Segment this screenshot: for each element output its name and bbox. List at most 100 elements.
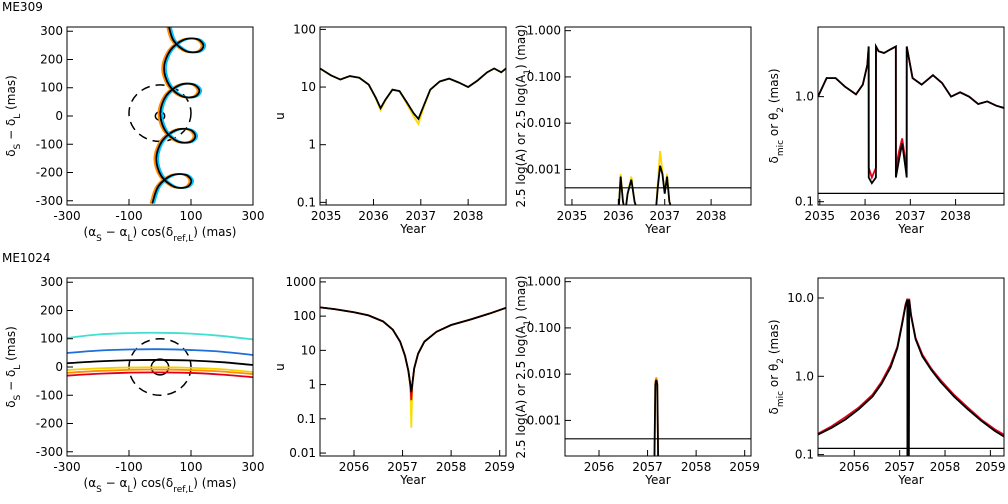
x-tick-label: 300: [242, 209, 265, 223]
y-tick-label: 0.001: [527, 162, 561, 176]
y-axis-label-part: δ: [767, 407, 781, 414]
plot-area: [128, 27, 207, 204]
y-axis-label-part: mic: [776, 140, 786, 156]
y-axis-label-part: 2: [776, 358, 786, 364]
x-tick-label: 2056: [839, 460, 870, 474]
x-tick-label: 2035: [557, 209, 588, 223]
y-axis-label: 2.5 log(A) or 2.5 log(A1) (mag): [514, 24, 533, 207]
y-axis-label-part: L: [13, 365, 23, 370]
x-tick-label: 2056: [339, 460, 370, 474]
axes-frame: [564, 277, 752, 457]
y-tick-label: 0.01: [289, 446, 316, 460]
y-tick-label: -300: [36, 445, 63, 459]
plot-area: [818, 298, 1004, 456]
y-tick-label: 0.001: [527, 413, 561, 427]
series-line: [67, 348, 253, 356]
y-tick-label: 200: [40, 303, 63, 317]
y-tick-label: 1000: [285, 275, 316, 289]
x-tick-label: -300: [53, 209, 80, 223]
plot-area: [320, 306, 506, 428]
y-tick-label: 1: [308, 138, 316, 152]
axes-frame: [66, 277, 254, 457]
x-tick-label: 100: [180, 209, 203, 223]
y-axis-label-part: − δ: [4, 370, 18, 395]
y-tick-label: 100: [293, 309, 316, 323]
y-axis-label-part: δ: [767, 156, 781, 163]
y-tick-label: 0.100: [527, 70, 561, 84]
x-axis-label: (αS − αL) cos(δref,L) (mas): [84, 225, 237, 244]
y-axis-label: u: [273, 112, 287, 120]
y-axis-label: δS − δL (mas): [4, 326, 23, 408]
y-tick-label: 0.1: [795, 448, 814, 462]
x-axis-label: Year: [644, 222, 670, 236]
x-axis-label: Year: [399, 222, 425, 236]
x-tick-label: 2059: [729, 460, 760, 474]
x-axis-label-part: ref,L: [173, 234, 193, 244]
y-tick-label: 300: [40, 24, 63, 38]
plot-area: [565, 150, 751, 205]
series-line: [151, 27, 205, 204]
y-tick-label: 10: [301, 343, 316, 357]
y-axis-label-part: L: [13, 114, 23, 119]
y-tick-label: -100: [36, 137, 63, 151]
x-axis-label: (αS − αL) cos(δref,L) (mas): [84, 476, 237, 495]
x-axis-label-part: ) (mas): [193, 476, 236, 490]
x-axis-label: Year: [897, 222, 923, 236]
plot-area: [565, 377, 751, 456]
y-tick-label: -300: [36, 194, 63, 208]
x-tick-label: 2056: [584, 460, 615, 474]
y-axis-label-part: 2.5 log(A) or 2.5 log(A: [514, 74, 528, 208]
x-tick-label: 2057: [387, 460, 418, 474]
y-axis-label-part: 2.5 log(A) or 2.5 log(A: [514, 325, 528, 459]
y-axis-label: δmic or θ2 (mas): [767, 68, 786, 163]
x-axis-label-part: S: [96, 234, 102, 244]
series-line: [149, 27, 203, 204]
x-tick-label: -300: [53, 460, 80, 474]
y-axis-label-part: 2: [776, 107, 786, 113]
x-axis-label-part: ) cos(δ: [132, 225, 173, 239]
series-line: [618, 165, 672, 205]
axes-frame: [319, 277, 507, 457]
y-tick-label: 100: [293, 22, 316, 36]
y-axis-label-part: or θ: [767, 113, 781, 140]
x-axis-label-part: (α: [84, 225, 97, 239]
x-tick-label: -100: [115, 460, 142, 474]
x-tick-label: 2037: [649, 209, 680, 223]
y-tick-label: 1: [308, 378, 316, 392]
x-tick-label: 2058: [930, 460, 961, 474]
axes-frame: [817, 26, 1005, 206]
x-tick-label: 300: [242, 460, 265, 474]
y-axis-label-part: S: [13, 394, 23, 400]
x-axis-label-part: − α: [102, 225, 128, 239]
y-tick-label: 10: [301, 80, 316, 94]
x-tick-label: 2037: [895, 209, 926, 223]
series-line: [618, 150, 672, 205]
y-tick-label: -200: [36, 166, 63, 180]
x-tick-label: 2059: [975, 460, 1006, 474]
series-line: [818, 299, 1004, 456]
series-line: [653, 379, 660, 456]
axes-frame: [66, 26, 254, 206]
series-line: [320, 306, 506, 393]
x-tick-label: 2057: [884, 460, 915, 474]
row-label: ME1024: [2, 251, 50, 265]
y-axis-label-part: (mas): [767, 319, 781, 357]
x-tick-label: -100: [115, 209, 142, 223]
x-tick-label: 2037: [406, 209, 437, 223]
y-axis-label-part: 1: [523, 320, 533, 326]
series-line: [818, 298, 1004, 456]
series-line: [320, 306, 506, 401]
y-tick-label: 0.010: [527, 116, 561, 130]
series-line: [67, 331, 253, 341]
y-axis-label-part: (mas): [4, 326, 18, 364]
y-axis-label: u: [273, 363, 287, 371]
x-tick-label: 2059: [484, 460, 515, 474]
y-tick-label: 100: [40, 332, 63, 346]
y-axis-label: δmic or θ2 (mas): [767, 319, 786, 414]
axes-frame: [817, 277, 1005, 457]
y-tick-label: 0.1: [297, 195, 316, 209]
y-axis-label-part: ) (mag): [514, 275, 528, 320]
x-tick-label: 2058: [436, 460, 467, 474]
series-line: [818, 43, 1004, 185]
x-axis-label-part: S: [96, 485, 102, 495]
